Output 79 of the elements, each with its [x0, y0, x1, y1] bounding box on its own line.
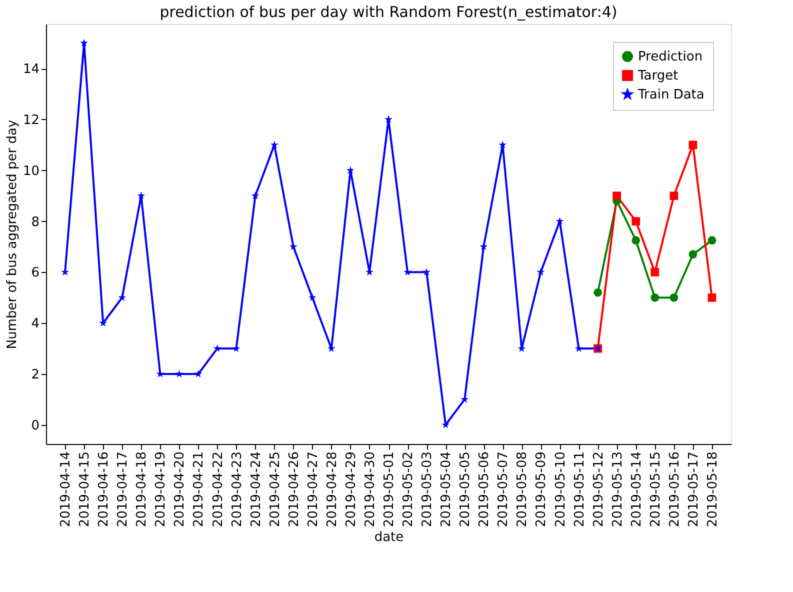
point: [536, 268, 545, 276]
x-tick-label: 2019-05-01: [382, 452, 397, 528]
legend-label: Train Data: [637, 88, 704, 102]
x-tick-label: 2019-04-24: [248, 452, 264, 528]
x-tick-label: 2019-04-28: [324, 452, 340, 528]
x-tick-label: 2019-04-14: [58, 452, 74, 528]
x-tick-label: 2019-05-07: [496, 452, 512, 528]
point: [384, 115, 392, 123]
x-tick-label: 2019-04-26: [286, 452, 302, 528]
point: [574, 344, 583, 352]
point: [194, 370, 202, 378]
x-axis-title: date: [374, 530, 404, 546]
point: [650, 268, 660, 276]
x-tick-label: 2019-04-22: [210, 452, 226, 528]
y-tick-label: 14: [22, 62, 40, 78]
y-tick-label: 0: [31, 418, 40, 434]
x-tick-label: 2019-04-18: [134, 452, 150, 528]
point: [498, 140, 507, 148]
x-tick-label: 2019-04-15: [78, 452, 93, 528]
x-tick-label: 2019-05-14: [629, 452, 644, 528]
x-tick-label: 2019-05-04: [439, 452, 454, 528]
x-tick-label: 2019-04-29: [344, 452, 359, 528]
x-tick-label: 2019-05-18: [705, 452, 720, 528]
point: [688, 250, 698, 259]
point: [422, 268, 431, 276]
point: [213, 344, 222, 352]
point: [632, 217, 640, 226]
point: [346, 166, 354, 174]
y-axis-title: Number of bus aggregated per day: [4, 120, 20, 350]
x-tick-label: 2019-04-20: [172, 452, 188, 528]
x-tick-label: 2019-04-17: [116, 452, 131, 528]
point: [80, 38, 88, 46]
x-tick-label: 2019-05-08: [515, 452, 530, 528]
x-tick-label: 2019-05-09: [534, 452, 550, 528]
x-tick-label: 2019-05-13: [610, 452, 626, 528]
point: [175, 370, 184, 378]
chart-title: prediction of bus per day with Random Forest(n_estimator:4): [160, 3, 618, 21]
legend-label: Prediction: [638, 50, 703, 64]
point: [594, 288, 602, 297]
x-tick-label: 2019-04-30: [362, 452, 378, 528]
y-tick-label: 6: [31, 266, 40, 281]
x-tick-label: 2019-04-25: [268, 452, 283, 528]
x-tick-label: 2019-05-12: [591, 452, 606, 528]
point: [708, 293, 716, 302]
point: [270, 140, 278, 148]
x-tick-label: 2019-04-27: [306, 452, 321, 528]
point: [137, 192, 146, 200]
point: [480, 242, 488, 250]
x-tick-label: 2019-04-16: [96, 452, 112, 528]
legend-label: Target: [637, 68, 678, 84]
y-tick-label: 10: [22, 164, 40, 179]
x-tick-label: 2019-05-06: [477, 452, 492, 528]
point: [632, 236, 640, 245]
x-tick-label: 2019-05-15: [648, 452, 664, 528]
x-tick-label: 2019-04-21: [192, 452, 207, 528]
x-tick-label: 2019-05-05: [458, 452, 474, 528]
point: [289, 242, 298, 250]
point: [670, 293, 678, 302]
x-tick-label: 2019-05-02: [401, 452, 416, 528]
point: [708, 236, 716, 245]
x-tick-label: 2019-04-23: [230, 452, 245, 528]
y-tick-label: 4: [31, 316, 40, 332]
point: [118, 293, 126, 302]
point: [308, 293, 316, 302]
y-tick-label: 8: [31, 214, 40, 230]
x-tick-label: 2019-04-19: [154, 452, 169, 528]
point: [688, 140, 698, 150]
x-tick-label: 2019-05-17: [686, 452, 702, 528]
point: [612, 192, 622, 200]
x-tick-label: 2019-05-16: [667, 452, 682, 528]
y-tick-label: 2: [31, 368, 40, 382]
point: [251, 192, 260, 200]
x-tick-label: 2019-05-11: [572, 452, 588, 528]
point: [670, 192, 678, 200]
x-tick-label: 2019-05-10: [553, 452, 568, 528]
y-tick-label: 12: [22, 112, 40, 128]
point: [556, 217, 564, 225]
point: [650, 293, 660, 302]
x-tick-label: 2019-05-03: [420, 452, 436, 528]
